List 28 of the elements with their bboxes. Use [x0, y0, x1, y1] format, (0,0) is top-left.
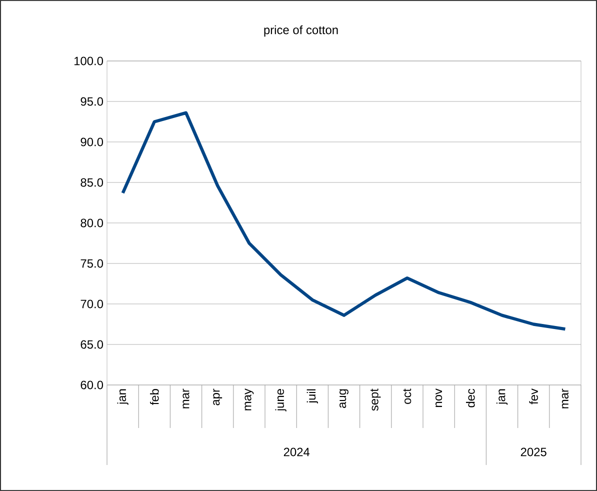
x-tick-label: mar — [562, 388, 568, 408]
x-tick-label: oct — [403, 388, 412, 404]
y-tick-label: 75.0 — [80, 259, 104, 268]
x-tick-label: nov — [436, 388, 442, 407]
x-tick-label: mar — [182, 388, 190, 408]
text: 2025 — [520, 448, 546, 456]
x-tick-label: feb — [150, 389, 159, 405]
y-tick-label: 80.0 — [80, 218, 104, 228]
x-tick-label: juil — [306, 389, 318, 404]
y-tick-label: 65.0 — [80, 340, 104, 349]
x-tick-label: aug — [340, 389, 348, 408]
x-tick-label: june — [275, 389, 286, 412]
line-series — [121, 111, 567, 331]
chart-title: price of cotton — [264, 25, 338, 37]
y-tick-label: 60.0 — [80, 380, 104, 390]
y-tick-label: 70.0 — [80, 300, 104, 308]
y-tick-label: 90.0 — [80, 138, 104, 146]
text: 2024 — [284, 448, 310, 456]
x-tick-label: dec — [466, 388, 475, 408]
x-tick-label: may — [244, 388, 254, 410]
x-tick-label: sept — [370, 388, 381, 411]
x-tick-label: apr — [213, 388, 222, 406]
x-tick-label: jan — [117, 389, 128, 405]
x-tick-label: fev — [529, 388, 538, 404]
y-tick-label: 100.0 — [74, 56, 104, 66]
x-tick-label: jan — [496, 389, 508, 405]
y-tick-label: 85.0 — [80, 178, 104, 187]
y-tick-label: 95.0 — [80, 97, 104, 106]
